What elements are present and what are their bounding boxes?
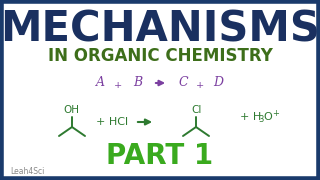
Text: IN ORGANIC CHEMISTRY: IN ORGANIC CHEMISTRY (48, 47, 272, 65)
Text: Cl: Cl (192, 105, 202, 115)
Text: + H: + H (240, 112, 261, 122)
Text: +: + (196, 82, 204, 91)
Text: +: + (272, 109, 279, 118)
Text: 3: 3 (258, 116, 263, 125)
Text: MECHANISMS: MECHANISMS (0, 9, 320, 51)
Text: D: D (213, 76, 223, 89)
Text: B: B (133, 76, 143, 89)
Text: PART 1: PART 1 (107, 142, 213, 170)
Text: A: A (95, 76, 105, 89)
Text: Leah4Sci: Leah4Sci (10, 168, 44, 177)
Text: C: C (178, 76, 188, 89)
Text: +: + (114, 82, 122, 91)
Text: + HCl: + HCl (96, 117, 128, 127)
Text: O: O (263, 112, 272, 122)
Text: OH: OH (63, 105, 79, 115)
